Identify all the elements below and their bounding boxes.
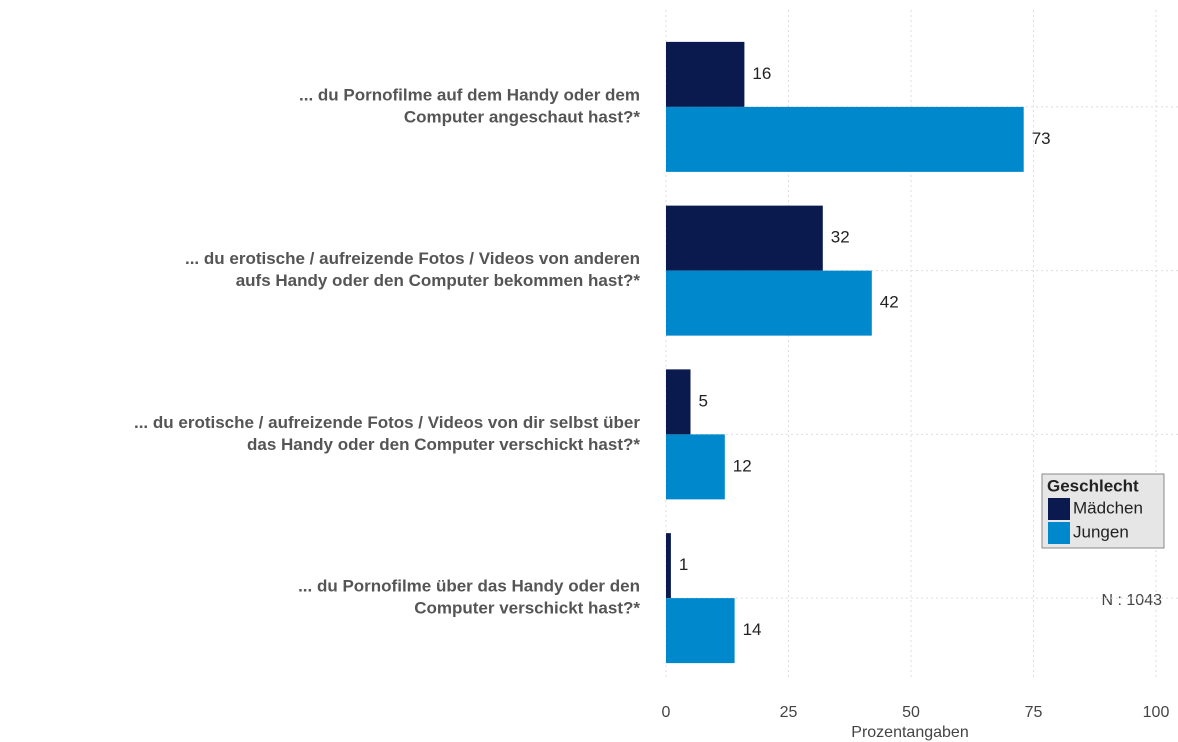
- y-tick-label: das Handy oder den Computer verschickt h…: [247, 435, 640, 454]
- value-label: 14: [743, 620, 762, 639]
- value-label: 32: [831, 228, 850, 247]
- annotation: N : 1043: [1102, 592, 1163, 609]
- x-axis-label: Prozentangaben: [851, 724, 968, 741]
- y-tick-label: Computer angeschaut hast?*: [404, 107, 641, 126]
- y-tick-label: aufs Handy oder den Computer bekommen ha…: [236, 271, 641, 290]
- legend-title: Geschlecht: [1047, 476, 1139, 495]
- legend-label: Mädchen: [1073, 498, 1143, 517]
- y-tick-label: ... du erotische / aufreizende Fotos / V…: [185, 249, 640, 268]
- x-tick-label: 50: [902, 704, 920, 721]
- bar: [666, 598, 735, 664]
- bar: [666, 270, 872, 336]
- legend-swatch: [1048, 498, 1070, 520]
- x-tick-label: 25: [780, 704, 798, 721]
- y-tick-label: Computer verschickt hast?*: [414, 599, 640, 618]
- value-label: 42: [880, 293, 899, 312]
- bar: [666, 369, 691, 435]
- x-tick-label: 100: [1143, 704, 1170, 721]
- bar: [666, 434, 725, 500]
- bar: [666, 106, 1024, 172]
- value-label: 1: [679, 555, 688, 574]
- bar: [666, 533, 671, 599]
- x-tick-label: 0: [662, 704, 671, 721]
- bar: [666, 205, 823, 271]
- value-label: 16: [752, 64, 771, 83]
- y-tick-label: ... du Pornofilme über das Handy oder de…: [298, 577, 640, 596]
- value-label: 5: [699, 391, 708, 410]
- y-tick-label: ... du erotische / aufreizende Fotos / V…: [134, 413, 640, 432]
- legend-label: Jungen: [1073, 522, 1129, 541]
- legend-swatch: [1048, 522, 1070, 544]
- y-tick-label: ... du Pornofilme auf dem Handy oder dem: [299, 85, 640, 104]
- x-tick-label: 75: [1025, 704, 1043, 721]
- bar: [666, 41, 745, 107]
- value-label: 12: [733, 456, 752, 475]
- value-label: 73: [1032, 129, 1051, 148]
